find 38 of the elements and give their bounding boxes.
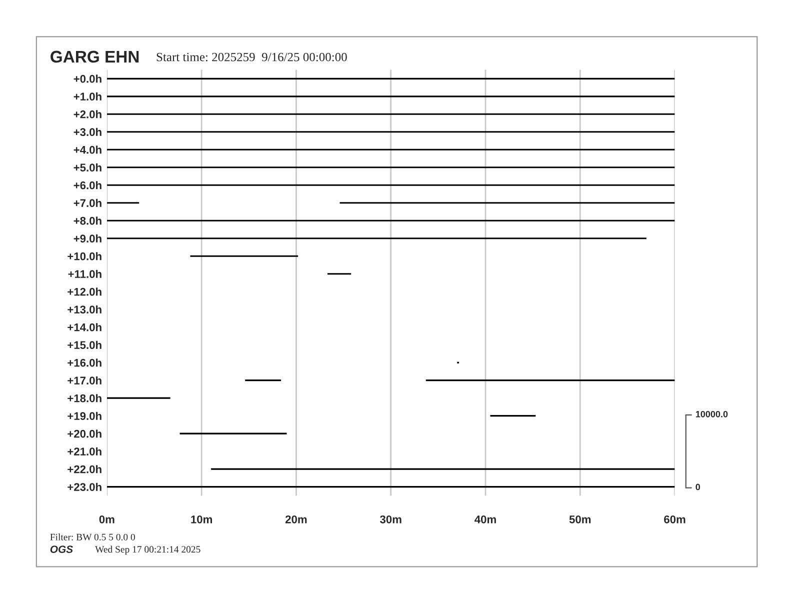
y-tick-label: +7.0h bbox=[74, 198, 102, 208]
y-tick-label: +1.0h bbox=[74, 92, 102, 101]
x-tick-label: 50m bbox=[569, 515, 591, 524]
text: OGS bbox=[50, 546, 73, 553]
y-tick-label: +5.0h bbox=[74, 163, 102, 172]
x-tick-label: 40m bbox=[474, 515, 496, 524]
y-tick-label: +19.0h bbox=[68, 412, 102, 420]
x-tick-label: 30m bbox=[380, 515, 402, 524]
y-tick-label: +10.0h bbox=[68, 252, 102, 260]
y-tick-label: +6.0h bbox=[74, 181, 102, 190]
y-tick-label: +14.0h bbox=[68, 323, 102, 332]
y-tick-label: +8.0h bbox=[74, 216, 102, 225]
y-tick-label: +21.0h bbox=[68, 447, 102, 456]
y-tick-label: +23.0h bbox=[68, 482, 102, 491]
y-tick-label: +0.0h bbox=[74, 74, 102, 83]
chart-title: GARG EHN bbox=[50, 50, 139, 63]
y-tick-label: +11.0h bbox=[68, 270, 102, 278]
y-tick-label: +4.0h bbox=[74, 146, 102, 154]
text: 0 bbox=[696, 484, 700, 490]
x-tick-label: 0m bbox=[99, 515, 114, 524]
x-tick-label: 60m bbox=[664, 515, 686, 524]
y-tick-label: +20.0h bbox=[68, 430, 102, 438]
y-tick-label: +9.0h bbox=[74, 234, 102, 243]
y-tick-label: +22.0h bbox=[68, 465, 102, 474]
text: Filter: BW 0.5 5 0.0 0 bbox=[50, 534, 135, 540]
y-tick-label: +3.0h bbox=[74, 128, 102, 136]
text: Wed Sep 17 00:21:14 2025 bbox=[95, 546, 200, 555]
y-tick-label: +12.0h bbox=[68, 288, 102, 296]
chart-subtitle: Start time: 2025259 9/16/25 00:00:00 bbox=[156, 52, 347, 62]
x-tick-label: 10m bbox=[191, 515, 212, 524]
y-tick-label: +18.0h bbox=[68, 394, 102, 402]
y-tick-label: +2.0h bbox=[74, 110, 102, 118]
x-tick-label: 20m bbox=[285, 515, 307, 524]
y-tick-label: +13.0h bbox=[68, 305, 102, 314]
y-tick-label: +17.0h bbox=[68, 376, 102, 384]
y-tick-label: +15.0h bbox=[68, 340, 102, 349]
text: 10000.0 bbox=[696, 410, 728, 418]
y-tick-label: +16.0h bbox=[68, 358, 102, 367]
